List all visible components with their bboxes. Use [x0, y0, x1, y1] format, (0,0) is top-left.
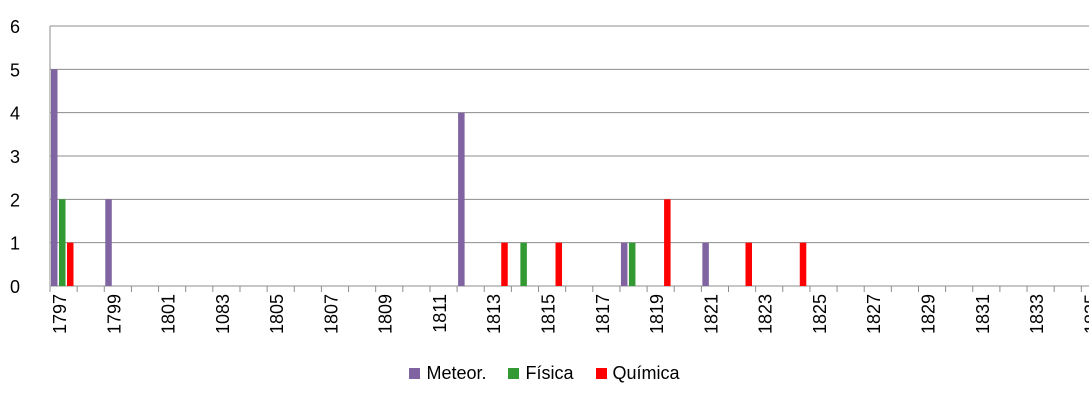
x-tick-label: 1817 — [593, 294, 613, 334]
bar — [67, 242, 74, 286]
x-tick-label: 1083 — [213, 294, 233, 334]
bar — [501, 242, 508, 286]
x-tick-label: 1823 — [756, 294, 776, 334]
legend-swatch — [595, 367, 607, 379]
y-tick-label: 4 — [10, 104, 20, 124]
x-tick-label: 1827 — [864, 294, 884, 334]
legend-label: Química — [612, 362, 680, 383]
bar — [105, 199, 112, 286]
bar — [520, 242, 527, 286]
y-tick-label: 2 — [10, 190, 20, 210]
x-tick-label: 1801 — [159, 294, 179, 334]
chart-legend: Meteor. Física Química — [0, 358, 1089, 388]
x-tick-label: 1813 — [484, 294, 504, 334]
bar — [620, 242, 628, 286]
y-tick-label: 0 — [10, 277, 20, 297]
x-tick-label: 1815 — [539, 294, 559, 334]
legend-swatch — [409, 367, 421, 379]
legend-item: Física — [508, 362, 574, 384]
bar — [555, 242, 563, 286]
legend-swatch — [508, 367, 520, 379]
x-tick-label: 1821 — [701, 294, 721, 334]
bar — [59, 199, 66, 286]
x-tick-label: 1805 — [267, 294, 287, 334]
x-tick-label: 1797 — [50, 294, 70, 334]
x-tick-label: 1799 — [104, 294, 124, 334]
bar — [745, 242, 752, 286]
x-tick-label: 1819 — [647, 294, 667, 334]
legend-item: Química — [595, 362, 680, 384]
bar — [51, 69, 58, 286]
bar — [628, 242, 636, 286]
y-tick-label: 1 — [10, 234, 20, 254]
x-tick-label: 1829 — [918, 294, 938, 334]
y-tick-label: 5 — [10, 60, 20, 80]
y-tick-label: 6 — [10, 17, 20, 37]
x-tick-label: 1811 — [430, 294, 450, 333]
chart-svg: 0 1 2 3 4 5 6 1797 1799 1801 1083 1805 1807 1809 1811 1… — [10, 17, 1089, 334]
x-tick-label: 1809 — [376, 294, 396, 334]
legend-label: Meteor. — [426, 362, 487, 383]
x-tick-label: 1807 — [321, 294, 341, 334]
legend-item: Meteor. — [409, 363, 486, 384]
x-tick-label: 1831 — [973, 294, 993, 334]
y-tick-label: 3 — [10, 147, 20, 167]
x-tick-label: 1835 — [1081, 294, 1089, 334]
bar — [702, 242, 709, 286]
legend-label: Física — [525, 362, 574, 383]
x-tick-label: 1825 — [810, 294, 830, 334]
bar — [458, 112, 465, 287]
x-tick-label: 1833 — [1027, 294, 1047, 334]
bar — [664, 199, 671, 286]
bar — [799, 242, 807, 286]
